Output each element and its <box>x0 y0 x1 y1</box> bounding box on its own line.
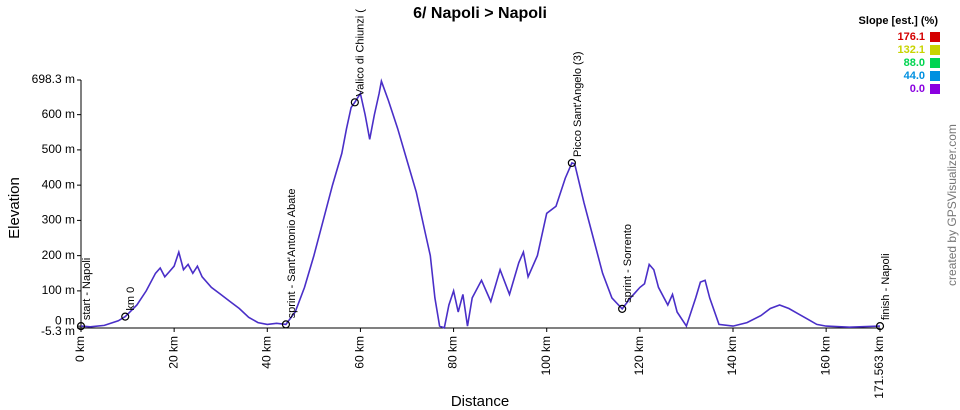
x-tick-label: 120 km <box>632 336 646 375</box>
y-tick-label: 100 m <box>42 283 75 297</box>
elevation-line <box>80 78 881 329</box>
waypoint-marker <box>121 312 130 321</box>
legend-value: 88.0 <box>904 57 925 69</box>
legend-value: 132.1 <box>897 44 925 56</box>
legend-title: Slope [est.] (%) <box>859 15 939 27</box>
x-tick-label: 160 km <box>818 336 832 375</box>
y-tick-label: 600 m <box>42 107 75 121</box>
y-tick-label: 500 m <box>42 142 75 156</box>
legend-value: 44.0 <box>904 70 925 82</box>
y-tick-label: 300 m <box>42 213 75 227</box>
waypoint-marker <box>281 320 291 329</box>
x-tick-label: 20 km <box>166 336 180 369</box>
waypoint-marker <box>567 158 576 168</box>
x-tick-label: 171.563 km <box>872 336 886 399</box>
waypoint-label: start - Napoli <box>81 258 93 320</box>
legend-swatch <box>930 45 940 55</box>
x-tick-label: 140 km <box>725 336 739 375</box>
waypoint-label: sprint - Sant'Antonio Abate <box>286 188 298 318</box>
x-tick-label: 80 km <box>446 336 460 369</box>
chart-title: 6/ Napoli > Napoli <box>413 5 547 22</box>
waypoint-label: Picco Sant'Angelo (3) <box>572 51 584 156</box>
y-tick-label: 698.3 m <box>32 72 75 86</box>
x-tick-label: 40 km <box>259 336 273 369</box>
waypoint-marker <box>76 322 86 331</box>
credit: created by GPSVisualizer.com <box>945 124 959 286</box>
y-tick-label: 0 m <box>55 313 75 327</box>
waypoint-label: sprint - Sorrento <box>622 224 634 303</box>
legend-value: 176.1 <box>897 31 925 43</box>
y-axis-label: Elevation <box>6 177 23 239</box>
legend-value: 0.0 <box>910 83 925 95</box>
legend-swatch <box>930 32 940 42</box>
waypoint-marker <box>875 322 885 331</box>
waypoint-label: Valico di Chiunzi ( <box>355 9 367 97</box>
legend-swatch <box>930 71 940 81</box>
x-tick-label: 100 km <box>539 336 553 375</box>
waypoint-label: finish - Napoli <box>880 253 892 320</box>
y-tick-label: -5.3 m <box>41 324 75 338</box>
y-tick-label: 200 m <box>42 248 75 262</box>
legend-swatch <box>930 84 940 94</box>
y-tick-label: 400 m <box>42 177 75 191</box>
legend-swatch <box>930 58 940 68</box>
x-axis-label: Distance <box>451 393 509 410</box>
waypoint-marker <box>350 98 359 107</box>
x-tick-label: 60 km <box>353 336 367 369</box>
waypoint-label: km 0 <box>125 287 137 311</box>
x-tick-label: 0 km <box>73 336 87 362</box>
waypoint-marker <box>618 304 627 313</box>
